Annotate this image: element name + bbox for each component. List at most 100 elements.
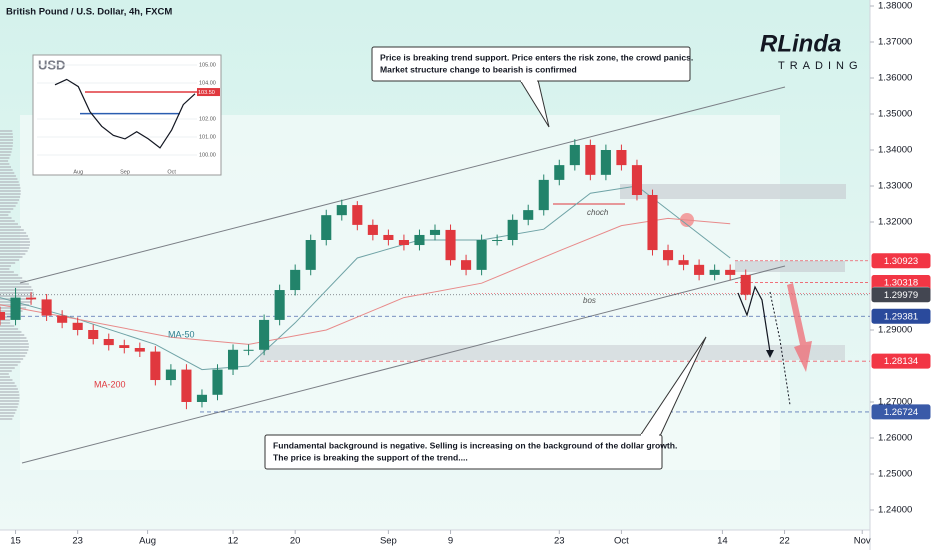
x-tick-label: 22 bbox=[779, 536, 790, 547]
x-tick-label: 12 bbox=[228, 536, 239, 547]
candle-body bbox=[647, 195, 658, 251]
candle-body bbox=[352, 205, 363, 225]
profile-bar bbox=[0, 406, 18, 408]
annotation-text: Price is breaking trend support. Price e… bbox=[380, 52, 693, 62]
profile-bar bbox=[0, 409, 17, 411]
price-tag-label: 1.30318 bbox=[884, 278, 918, 289]
profile-bar bbox=[0, 325, 15, 327]
logo-bottom: TRADING bbox=[778, 60, 863, 72]
profile-bar bbox=[0, 412, 16, 414]
profile-bar bbox=[0, 256, 23, 258]
profile-bar bbox=[0, 340, 28, 342]
y-tick-label: 1.26000 bbox=[878, 433, 912, 444]
x-tick-label: 23 bbox=[554, 536, 565, 547]
profile-bar bbox=[0, 292, 34, 294]
zone bbox=[260, 345, 845, 360]
price-tag-label: 1.30923 bbox=[884, 256, 918, 267]
profile-bar bbox=[0, 202, 18, 204]
time-axis bbox=[0, 530, 870, 550]
price-axis bbox=[870, 0, 932, 550]
profile-bar bbox=[0, 163, 10, 165]
x-tick-label: 9 bbox=[448, 536, 453, 547]
inset-y-label: 105.00 bbox=[199, 62, 216, 68]
profile-bar bbox=[0, 373, 9, 375]
profile-bar bbox=[0, 385, 17, 387]
candle-body bbox=[445, 229, 456, 261]
inset-x-label: Aug bbox=[73, 169, 83, 175]
bos-label: bos bbox=[583, 296, 596, 305]
chart-title: British Pound / U.S. Dollar, 4h, FXCM bbox=[6, 7, 172, 18]
profile-bar bbox=[0, 358, 24, 360]
profile-bar bbox=[0, 316, 15, 318]
candle-body bbox=[103, 338, 114, 346]
profile-bar bbox=[0, 250, 28, 252]
candle-body bbox=[616, 150, 627, 166]
profile-bar bbox=[0, 367, 15, 369]
candle-body bbox=[367, 224, 378, 235]
candle-body bbox=[212, 369, 223, 395]
profile-bar bbox=[0, 403, 19, 405]
x-tick-label: 23 bbox=[72, 536, 83, 547]
candle-body bbox=[150, 351, 161, 381]
profile-bar bbox=[0, 334, 25, 336]
profile-bar bbox=[0, 394, 20, 396]
profile-bar bbox=[0, 187, 21, 189]
inset-plot: 105.00 104.00 102.00 101.00 100.00 Aug Sep Oct 1… bbox=[37, 62, 220, 175]
price-tag-label: 1.26724 bbox=[884, 407, 918, 418]
candle-body bbox=[196, 394, 208, 402]
inset-tag bbox=[197, 88, 220, 97]
profile-bar bbox=[0, 286, 32, 288]
arrow-head bbox=[766, 350, 774, 358]
inset-y-label: 102.00 bbox=[199, 117, 216, 123]
profile-bar bbox=[0, 238, 30, 240]
candle-body bbox=[274, 290, 285, 320]
profile-bar bbox=[0, 160, 9, 162]
callout-box bbox=[264, 434, 663, 470]
candle-body bbox=[10, 297, 21, 320]
annotation-text: Market structure change to bearish is co… bbox=[380, 64, 577, 74]
candle-body bbox=[740, 274, 751, 295]
profile-bar bbox=[0, 166, 11, 168]
x-tick-label: 20 bbox=[290, 536, 301, 547]
candle-body bbox=[41, 299, 52, 316]
candle-body bbox=[88, 329, 99, 339]
profile-bar bbox=[0, 157, 10, 159]
ma-label: MA-200 bbox=[94, 379, 126, 389]
profile-bar bbox=[0, 154, 11, 156]
candle-body bbox=[383, 234, 394, 240]
candle-body bbox=[429, 229, 441, 235]
price-tag bbox=[871, 287, 931, 303]
candle-body bbox=[725, 269, 736, 275]
profile-bar bbox=[0, 370, 12, 372]
candle-body bbox=[476, 239, 487, 270]
projection-path bbox=[769, 291, 791, 406]
price-tag bbox=[871, 353, 931, 369]
callout-join bbox=[521, 79, 537, 82]
zone bbox=[735, 261, 845, 272]
profile-bar bbox=[0, 352, 28, 354]
candle-body bbox=[165, 369, 176, 381]
profile-bar bbox=[0, 415, 14, 417]
profile-bar bbox=[0, 289, 33, 291]
inset-x-label: Sep bbox=[120, 169, 130, 175]
profile-bar bbox=[0, 265, 11, 267]
profile-bar bbox=[0, 139, 14, 141]
choch-label: choch bbox=[587, 208, 609, 217]
profile-bar bbox=[0, 172, 15, 174]
inset-y-label: 101.00 bbox=[199, 135, 216, 141]
profile-bar bbox=[0, 232, 27, 234]
price-tag bbox=[871, 404, 931, 420]
candle-body bbox=[57, 315, 68, 323]
profile-bar bbox=[0, 214, 9, 216]
y-tick-label: 1.32000 bbox=[878, 217, 912, 228]
y-tick-label: 1.27000 bbox=[878, 397, 912, 408]
profile-bar bbox=[0, 229, 24, 231]
profile-bar bbox=[0, 145, 13, 147]
candle-body bbox=[290, 269, 301, 291]
profile-bar bbox=[0, 274, 19, 276]
callout-join bbox=[641, 434, 659, 437]
price-tag-label: 1.29979 bbox=[884, 290, 918, 301]
candle-body bbox=[321, 215, 332, 240]
candle-body bbox=[492, 239, 503, 241]
candle-body bbox=[631, 165, 643, 196]
